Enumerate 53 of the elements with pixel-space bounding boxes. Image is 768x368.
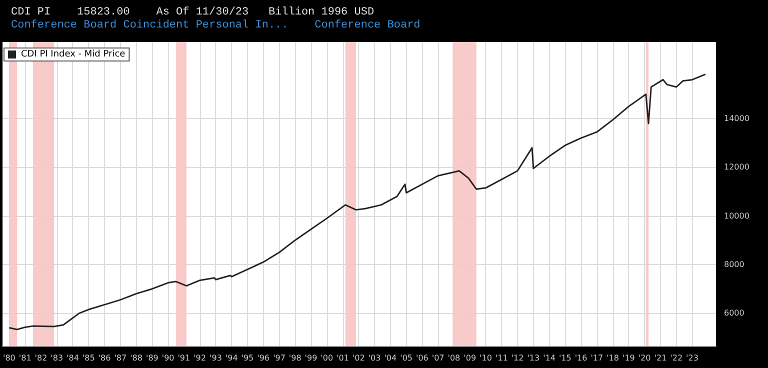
x-tick-label: '15	[558, 354, 572, 362]
x-tick-label: '23	[686, 354, 698, 362]
x-tick-label: '80	[2, 354, 16, 362]
x-tick-label: '03	[368, 354, 381, 362]
x-tick-label: '21	[654, 354, 667, 362]
x-tick-label: '11	[495, 354, 508, 362]
x-tick-label: '92	[194, 354, 206, 362]
x-tick-label: '09	[464, 354, 476, 362]
x-tick-label: '93	[210, 354, 222, 362]
y-tick-label: 8000	[724, 260, 744, 270]
x-tick-label: '99	[304, 354, 318, 362]
x-tick-label: '13	[527, 354, 540, 362]
chart-subtitle: Conference Board Coincident Personal In... Conference Board	[11, 20, 420, 32]
x-tick-label: '02	[352, 354, 365, 362]
x-tick-label: '19	[622, 354, 635, 362]
x-tick-label: '82	[34, 354, 48, 362]
x-tick-label: '95	[241, 354, 254, 362]
y-tick-label: 6000	[724, 308, 744, 318]
x-tick-label: '89	[146, 354, 158, 362]
legend-label: CDI PI Index - Mid Price	[21, 50, 126, 60]
x-tick-label: '84	[66, 354, 79, 362]
x-tick-label: '17	[590, 354, 604, 362]
x-tick-label: '12	[511, 354, 524, 362]
y-tick-label: 14000	[724, 114, 750, 124]
x-tick-label: '00	[320, 354, 334, 362]
x-tick-label: '04	[384, 354, 397, 362]
chart-title: CDI PI 15823.00 As Of 11/30/23 Billion 1996 USD	[11, 6, 374, 18]
line-series	[8, 74, 706, 330]
x-tick-label: '01	[336, 354, 349, 362]
x-tick-label: '94	[225, 354, 238, 362]
x-tick-label: '85	[82, 354, 95, 362]
x-tick-label: '10	[480, 354, 492, 362]
x-tick-label: '06	[416, 354, 428, 362]
x-tick-label: '90	[162, 354, 174, 362]
x-tick-label: '96	[257, 354, 270, 362]
x-tick-label: '08	[448, 354, 460, 362]
x-tick-label: '22	[670, 354, 683, 362]
x-tick-label: '14	[543, 354, 556, 362]
x-tick-label: '98	[288, 354, 302, 362]
x-tick-label: '16	[574, 354, 588, 362]
x-tick-label: '83	[50, 354, 64, 362]
y-tick-label: 10000	[724, 211, 750, 220]
x-tick-label: '18	[606, 354, 619, 362]
x-tick-label: '97	[273, 354, 286, 362]
x-tick-label: '86	[98, 354, 111, 362]
x-tick-label: '05	[400, 354, 413, 362]
x-tick-label: '91	[178, 354, 190, 362]
x-tick-label: '87	[114, 354, 127, 362]
x-tick-label: '07	[432, 354, 444, 362]
y-tick-label: 12000	[724, 162, 750, 172]
x-tick-label: '88	[130, 354, 142, 362]
x-tick-label: '20	[638, 354, 651, 362]
x-tick-label: '81	[18, 354, 32, 362]
